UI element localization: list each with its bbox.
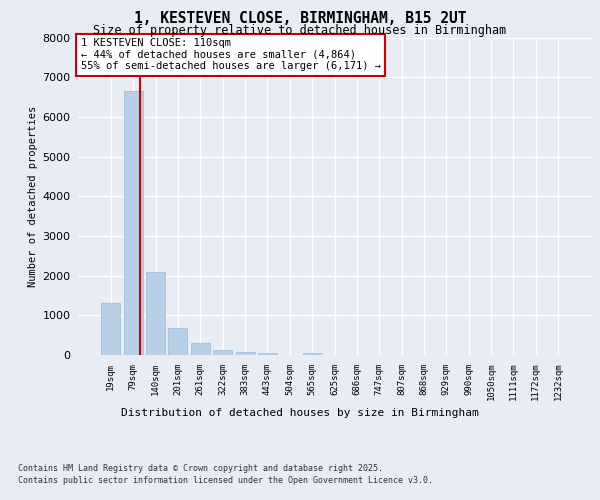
Bar: [236, 352, 254, 355]
Bar: [191, 344, 210, 355]
Text: Size of property relative to detached houses in Birmingham: Size of property relative to detached ho…: [94, 24, 506, 37]
Text: Distribution of detached houses by size in Birmingham: Distribution of detached houses by size …: [121, 408, 479, 418]
Y-axis label: Number of detached properties: Number of detached properties: [28, 106, 38, 287]
Bar: [124, 91, 143, 355]
Text: Contains public sector information licensed under the Open Government Licence v3: Contains public sector information licen…: [18, 476, 433, 485]
Text: 1, KESTEVEN CLOSE, BIRMINGHAM, B15 2UT: 1, KESTEVEN CLOSE, BIRMINGHAM, B15 2UT: [134, 11, 466, 26]
Text: Contains HM Land Registry data © Crown copyright and database right 2025.: Contains HM Land Registry data © Crown c…: [18, 464, 383, 473]
Text: 1 KESTEVEN CLOSE: 110sqm
← 44% of detached houses are smaller (4,864)
55% of sem: 1 KESTEVEN CLOSE: 110sqm ← 44% of detach…: [80, 38, 380, 72]
Bar: [213, 350, 232, 355]
Bar: [146, 272, 165, 355]
Bar: [258, 353, 277, 355]
Bar: [101, 304, 121, 355]
Bar: [302, 352, 322, 355]
Bar: [169, 328, 187, 355]
